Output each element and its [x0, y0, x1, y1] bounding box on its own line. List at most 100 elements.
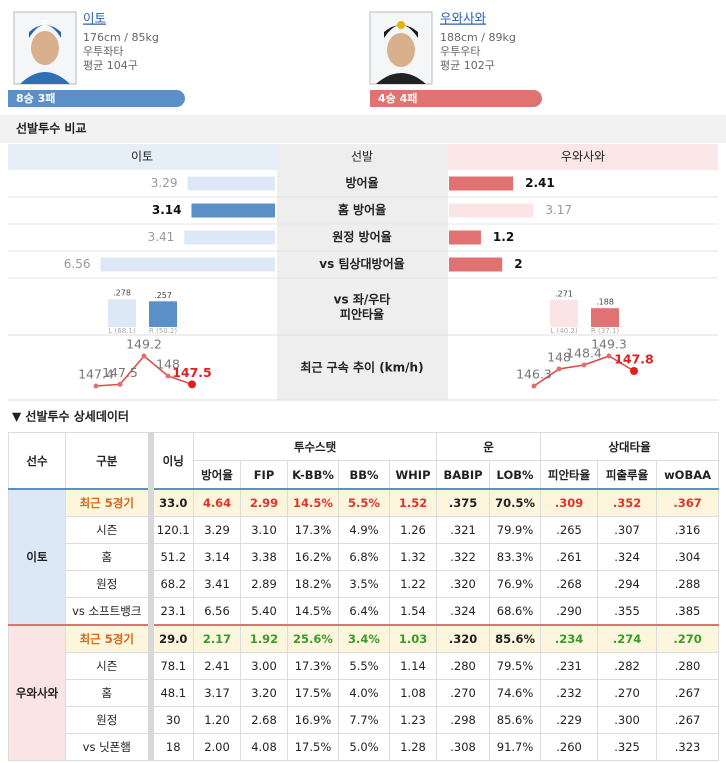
- cell: 16.9%: [287, 706, 339, 734]
- cell: .282: [597, 652, 658, 680]
- cell: 홈: [65, 679, 151, 707]
- value-label: 6.56: [64, 257, 91, 271]
- cell: 79.5%: [489, 652, 542, 680]
- cell: 70.5%: [489, 488, 542, 517]
- value-label: .257: [154, 291, 172, 300]
- cell: .320: [436, 624, 491, 653]
- cell: 3.20: [240, 679, 288, 707]
- cell: 48.1: [147, 679, 194, 707]
- cell: 17.5%: [287, 679, 339, 707]
- cell: 3.17: [193, 679, 241, 707]
- point: [117, 381, 123, 387]
- row: 방어율 FIP K-BB% BB% WHIP BABIP LOB% 피안타율 피출루율 wOBAA: [9, 460, 720, 490]
- value-label: 149.2: [126, 337, 162, 352]
- cell: 18.2%: [287, 570, 339, 598]
- value-label: .188: [596, 298, 614, 307]
- cell: .294: [597, 570, 658, 598]
- header-cell: 선수: [8, 432, 66, 490]
- row: 시즌 78.1 2.41 3.00 17.3% 5.5% 1.14.280 79.5% .231…: [9, 652, 720, 680]
- cell: 51.2: [147, 543, 194, 571]
- cell: 시즌: [65, 516, 151, 544]
- cell: 1.28: [388, 733, 438, 761]
- pitcher-info: 평균 102구: [440, 59, 495, 72]
- bar: [449, 203, 534, 218]
- cell: .367: [656, 488, 720, 517]
- cell: .267: [656, 706, 720, 734]
- cell: 1.52: [388, 488, 438, 517]
- cell: 3.00: [240, 652, 288, 680]
- header-cell: 방어율: [193, 460, 241, 490]
- value-label: .278: [113, 289, 131, 298]
- cell: .308: [436, 733, 491, 761]
- cell: .321: [436, 516, 491, 544]
- cell: .229: [540, 706, 599, 734]
- cell: 우와사와: [8, 624, 66, 761]
- cell: .270: [436, 679, 491, 707]
- cell: 85.6%: [489, 624, 542, 653]
- row: 원정 30 1.20 2.68 16.9% 7.7% 1.23.298 85.6% .229.3…: [9, 706, 720, 734]
- header-cell: [8, 144, 277, 170]
- row: 이토 최근 5경기 33.0 4.64 2.99 14.5% 5.5% 1.52.375 70.…: [8, 488, 720, 626]
- pitcher-info: 176cm / 85kg: [83, 31, 159, 44]
- pitcher-name[interactable]: 우와사와: [440, 11, 487, 26]
- cell: 5.5%: [338, 652, 390, 680]
- cell: .231: [540, 652, 599, 680]
- row: 우와사와 최근 5경기 29.0 2.17 1.92 25.6% 3.4% 1.03.320 8…: [8, 624, 720, 761]
- cell: 6.8%: [338, 543, 390, 571]
- cell: 91.7%: [489, 733, 542, 761]
- header-cell: 피출루율: [597, 460, 658, 490]
- cell: .268: [540, 570, 599, 598]
- header-cell: 투수스탯: [192, 432, 438, 461]
- cell: 79.9%: [489, 516, 542, 544]
- header-cell: 상대타율: [540, 432, 720, 461]
- bar: [591, 308, 619, 327]
- cell: 5.5%: [338, 488, 390, 517]
- cell: .323: [656, 733, 720, 761]
- photo: F: [13, 11, 77, 85]
- cell: 2.00: [193, 733, 241, 761]
- bar: [184, 230, 275, 245]
- cell: 6.56: [193, 597, 241, 626]
- record-bar: [8, 90, 20, 107]
- cell: .288: [656, 570, 720, 598]
- value-label: 147.8: [614, 352, 654, 367]
- pitcher-header: 우와사와: [561, 150, 605, 164]
- cell: 30: [147, 706, 194, 734]
- row: 홈 51.2 3.14 3.38 16.2% 6.8% 1.32.322 83.3% .261.…: [9, 543, 720, 571]
- value-label: 3.29: [151, 176, 178, 190]
- row-label: 방어율: [345, 175, 378, 190]
- cell: .309: [540, 488, 599, 517]
- cell: .270: [656, 624, 720, 653]
- record-bar: [8, 90, 185, 107]
- bar: [191, 203, 275, 218]
- cell: 원정: [65, 570, 151, 598]
- cell: 1.54: [388, 597, 438, 626]
- section-title: 선발투수 비교: [16, 121, 86, 136]
- bar: [550, 299, 578, 327]
- pitcher-info: 188cm / 89kg: [440, 31, 516, 44]
- pitcher-info: 우투우타: [440, 45, 480, 58]
- value-label: 146.3: [516, 367, 552, 382]
- cell: 76.9%: [489, 570, 542, 598]
- pitcher-name[interactable]: 이토: [83, 11, 106, 26]
- cell: 16.2%: [287, 543, 339, 571]
- bar: [108, 299, 136, 327]
- point: [630, 367, 638, 375]
- record: 8승 3패: [16, 91, 55, 105]
- cell: 74.6%: [489, 679, 542, 707]
- value-label: 3.14: [152, 203, 182, 217]
- point: [581, 362, 587, 368]
- cell: 1.14: [388, 652, 438, 680]
- cell: 120.1: [147, 516, 194, 544]
- bar: [449, 257, 503, 272]
- cell: 3.10: [240, 516, 288, 544]
- row-label: vs 팀상대방어율: [319, 256, 404, 271]
- cell: .320: [436, 570, 491, 598]
- cell: 17.3%: [287, 516, 339, 544]
- row: vs 닛폰햄 18 2.00 4.08 17.5% 5.0% 1.28.308 91.7% .2…: [9, 733, 720, 761]
- cell: 3.41: [193, 570, 241, 598]
- cell: vs 소프트뱅크: [65, 597, 151, 626]
- value-label: 3.17: [545, 203, 572, 217]
- row: 시즌 120.1 3.29 3.10 17.3% 4.9% 1.26.321 79.9% .26…: [9, 516, 720, 544]
- header-cell: BB%: [338, 460, 390, 490]
